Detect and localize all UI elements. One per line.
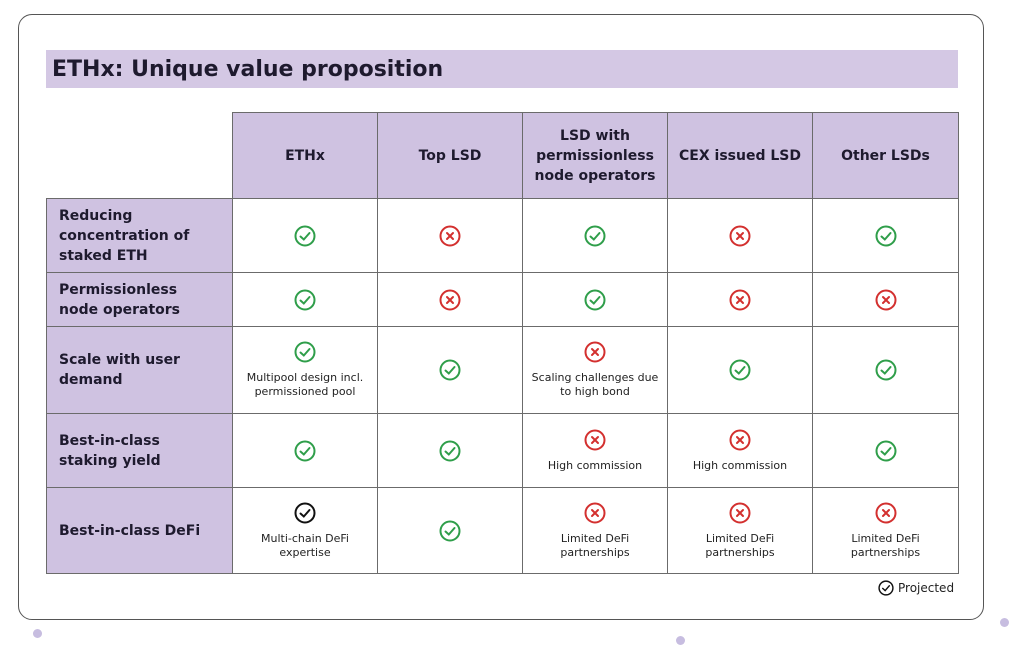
table-cell: Scaling challenges due to high bond	[522, 326, 668, 414]
table-cell: High commission	[522, 413, 668, 488]
check-icon	[875, 359, 896, 381]
table-cell	[812, 413, 959, 488]
table-cell	[232, 413, 378, 488]
decor-dot	[33, 629, 42, 638]
table-cell	[522, 272, 668, 327]
cross-icon	[584, 429, 606, 450]
check-icon	[584, 289, 606, 310]
table-cell	[377, 487, 523, 574]
check-icon	[439, 359, 461, 381]
table-cell	[377, 272, 523, 327]
cross-icon	[729, 429, 751, 450]
table-cell: Limited DeFi partnerships	[667, 487, 813, 574]
table-cell: Multipool design incl. permissioned pool	[232, 326, 378, 414]
table-cell	[812, 326, 959, 414]
legend: Projected	[878, 580, 954, 596]
check-icon	[875, 440, 896, 461]
cell-note: Limited DeFi partnerships	[850, 531, 921, 559]
check-icon	[294, 341, 316, 363]
title: ETHx: Unique value proposition	[46, 50, 958, 88]
table-cell	[377, 413, 523, 488]
decor-dot	[1000, 618, 1009, 627]
cross-icon	[875, 289, 896, 310]
cross-icon	[584, 502, 606, 523]
check-icon	[439, 520, 461, 541]
cell-note: Multi-chain DeFi expertise	[261, 531, 349, 559]
table-cell	[232, 198, 378, 273]
check-icon	[294, 440, 316, 461]
cross-icon	[875, 502, 896, 523]
table-cell: Limited DeFi partnerships	[522, 487, 668, 574]
cell-note: Limited DeFi partnerships	[705, 531, 775, 559]
column-header: Other LSDs	[812, 112, 959, 199]
row-label: Scale with user demand	[46, 326, 233, 414]
check-icon	[294, 225, 316, 246]
cross-icon	[439, 289, 461, 310]
cell-note: Limited DeFi partnerships	[560, 531, 630, 559]
row-label: Best-in-class DeFi	[46, 487, 233, 574]
table-cell	[522, 198, 668, 273]
row-label: Permissionless node operators	[46, 272, 233, 327]
projected-icon	[878, 580, 894, 596]
table-cell: High commission	[667, 413, 813, 488]
row-label: Best-in-class staking yield	[46, 413, 233, 488]
check-icon	[729, 359, 751, 381]
table-cell	[667, 326, 813, 414]
legend-label: Projected	[898, 581, 955, 595]
column-header: ETHx	[232, 112, 378, 199]
cell-note: High commission	[692, 458, 788, 472]
table-cell	[377, 198, 523, 273]
table-cell	[232, 272, 378, 327]
projected-icon	[294, 502, 316, 523]
cell-note: High commission	[547, 458, 643, 472]
cross-icon	[729, 502, 751, 523]
table-cell: Limited DeFi partnerships	[812, 487, 959, 574]
check-icon	[584, 225, 606, 246]
cell-note: Multipool design incl. permissioned pool	[246, 371, 364, 398]
cell-note: Scaling challenges due to high bond	[531, 371, 659, 398]
cross-icon	[584, 341, 606, 363]
check-icon	[294, 289, 316, 310]
check-icon	[875, 225, 896, 246]
row-label: Reducing concentration of staked ETH	[46, 198, 233, 273]
table-cell	[812, 198, 959, 273]
column-header: CEX issued LSD	[667, 112, 813, 199]
table-cell: Multi-chain DeFi expertise	[232, 487, 378, 574]
cross-icon	[729, 225, 751, 246]
cross-icon	[729, 289, 751, 310]
column-header: Top LSD	[377, 112, 523, 199]
column-header: LSD with permissionless node operators	[522, 112, 668, 199]
table-cell	[667, 198, 813, 273]
table-cell	[377, 326, 523, 414]
check-icon	[439, 440, 461, 461]
decor-dot	[676, 636, 685, 645]
table-cell	[812, 272, 959, 327]
cross-icon	[439, 225, 461, 246]
table-cell	[667, 272, 813, 327]
